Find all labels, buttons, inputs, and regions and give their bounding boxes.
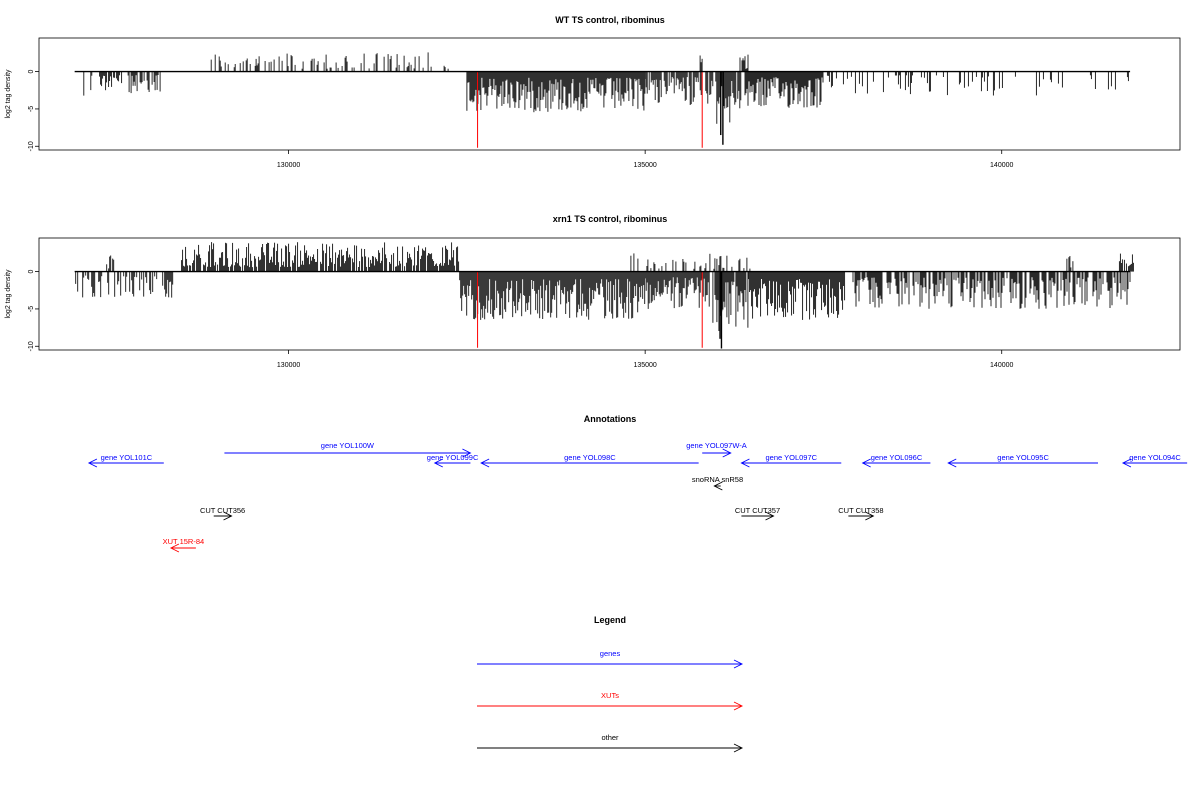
plot-frame [38, 37, 1181, 151]
legend-item: XUTs [477, 691, 744, 711]
legend-label: genes [600, 649, 621, 658]
annotation-feature: gene YOL097C [740, 453, 842, 468]
annotation-label: XUT 15R-84 [163, 537, 205, 546]
panel-title: WT TS control, ribominus [555, 15, 665, 25]
annotation-feature: gene YOL094C [1121, 453, 1188, 468]
legend-item: other [477, 733, 744, 753]
annotation-label: gene YOL099C [427, 453, 479, 462]
density-bars [83, 52, 1129, 148]
x-tick-label: 130000 [277, 362, 300, 369]
annotations-title: Annotations [584, 414, 637, 424]
annotation-label: gene YOL101C [101, 453, 153, 462]
arrow-head-icon [223, 511, 233, 521]
arrow-head-icon [733, 659, 744, 669]
legend-items: genes XUTs other [477, 649, 744, 753]
arrow-head-icon [480, 458, 490, 468]
arrow-head-icon [765, 511, 775, 521]
annotation-feature: CUT CUT356 [200, 506, 245, 521]
legend: Legend genes XUTs other [477, 615, 744, 753]
arrow-head-icon [733, 701, 744, 711]
axes: 0 -5 -10 130000 135000 140000 [28, 270, 1131, 369]
arrow-head-icon [1121, 458, 1132, 468]
x-tick-label: 140000 [990, 162, 1013, 169]
wt-density-panel: WT TS control, ribominus log2 tag densit… [5, 15, 1181, 169]
arrow-head-icon [87, 458, 98, 468]
annotation-feature: gene YOL099C [427, 453, 479, 468]
annotation-feature: gene YOL098C [480, 453, 699, 468]
y-tick-label: -10 [28, 341, 35, 351]
annotation-features: gene YOL101C gene YOL100W gene YOL099C gene… [87, 441, 1188, 553]
annotation-feature: XUT 15R-84 [163, 537, 205, 553]
arrow-head-icon [865, 511, 875, 521]
y-axis-label: log2 tag density [5, 269, 12, 319]
y-tick-label: -5 [28, 106, 35, 112]
annotation-feature: gene YOL097W-A [686, 441, 747, 458]
density-bars [75, 242, 1134, 349]
annotation-label: gene YOL098C [564, 453, 616, 462]
arrow-head-icon [722, 448, 732, 458]
arrow-head-icon [947, 458, 957, 468]
x-tick-label: 135000 [633, 362, 656, 369]
y-tick-label: -10 [28, 141, 35, 151]
x-tick-label: 135000 [633, 162, 656, 169]
annotation-label: CUT CUT356 [200, 506, 245, 515]
arrow-head-icon [861, 458, 871, 468]
arrow-head-icon [169, 543, 180, 553]
y-tick-label: 0 [28, 70, 35, 74]
legend-item: genes [477, 649, 744, 669]
annotation-feature: snoRNA snR58 [692, 475, 743, 491]
annotation-label: gene YOL100W [321, 441, 375, 450]
panel-title: xrn1 TS control, ribominus [553, 214, 668, 224]
annotation-label: snoRNA snR58 [692, 475, 743, 484]
legend-title: Legend [594, 615, 626, 625]
annotation-label: CUT CUT357 [735, 506, 780, 515]
annotation-label: gene YOL097C [766, 453, 818, 462]
arrow-head-icon [462, 448, 472, 458]
annotation-feature: gene YOL096C [861, 453, 931, 468]
annotation-feature: gene YOL100W [224, 441, 472, 458]
arrow-head-icon [713, 481, 723, 491]
annotation-label: gene YOL095C [997, 453, 1049, 462]
plot-frame [38, 237, 1181, 351]
legend-label: other [601, 733, 619, 742]
legend-label: XUTs [601, 691, 619, 700]
arrow-head-icon [733, 743, 744, 753]
y-tick-label: 0 [28, 270, 35, 274]
x-tick-label: 140000 [990, 362, 1013, 369]
annotation-label: CUT CUT358 [838, 506, 883, 515]
annotation-feature: gene YOL101C [87, 453, 164, 468]
y-tick-label: -5 [28, 306, 35, 312]
annotation-feature: CUT CUT357 [735, 506, 780, 521]
annotation-label: gene YOL097W-A [686, 441, 747, 450]
y-axis-label: log2 tag density [5, 69, 12, 119]
annotation-feature: gene YOL095C [947, 453, 1098, 468]
axes: 0 -5 -10 130000 135000 140000 [28, 70, 1131, 169]
xrn1-density-panel: xrn1 TS control, ribominus log2 tag dens… [5, 214, 1181, 369]
arrow-head-icon [740, 458, 750, 468]
x-tick-label: 130000 [277, 162, 300, 169]
annotation-label: gene YOL096C [871, 453, 923, 462]
annotation-feature: CUT CUT358 [838, 506, 884, 521]
arrow-head-icon [433, 458, 443, 468]
annotation-label: gene YOL094C [1129, 453, 1181, 462]
